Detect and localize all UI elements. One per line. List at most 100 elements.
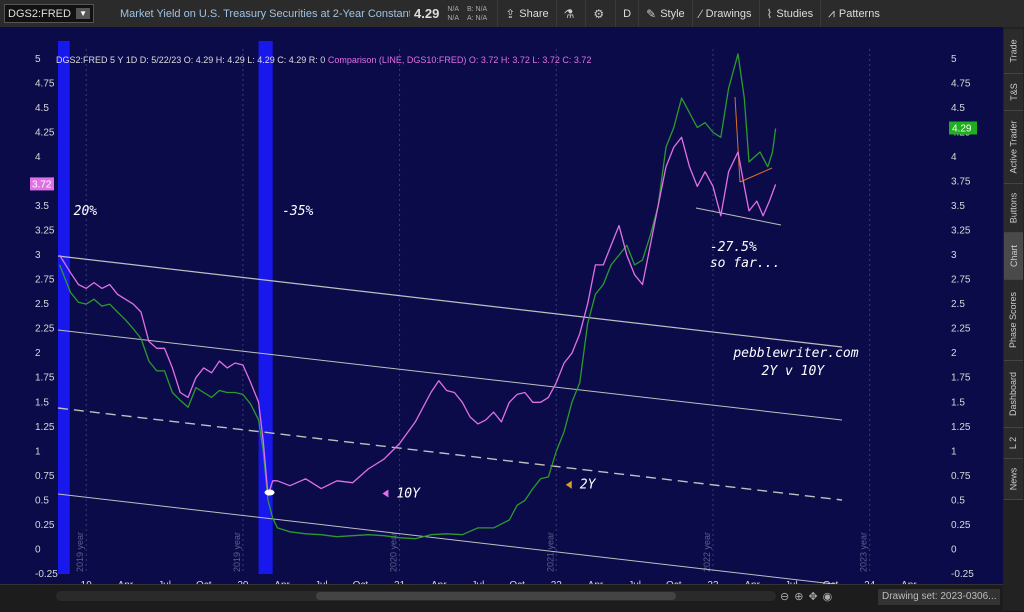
zoom-out-icon[interactable]: ⊖	[780, 591, 795, 603]
trend-line-low[interactable]	[695, 207, 782, 226]
y-tick-left-10: 2.25	[35, 324, 55, 335]
instrument-title: Market Yield on U.S. Treasury Securities…	[120, 7, 410, 20]
y-tick-left-3: 0.5	[35, 495, 49, 506]
y-tick-right-6: 1.25	[951, 422, 971, 433]
year-divider-label-3: 2021 year	[545, 532, 555, 572]
change-pct: N/A	[447, 14, 459, 22]
y-tick-left-4: 0.75	[35, 471, 55, 482]
pencil-icon: ∕	[699, 6, 702, 21]
patterns-button[interactable]: ⩘ Patterns	[820, 0, 887, 27]
recession-band-0	[58, 41, 70, 574]
series-line-10y[interactable]	[59, 136, 777, 497]
tab-chart-label: Chart	[1008, 244, 1019, 268]
tab-phase-scores[interactable]: Phase Scores	[1004, 280, 1023, 361]
legend-main: DGS2:FRED 5 Y 1D D: 5/22/23 O: 4.29 H: 4…	[56, 55, 326, 65]
drawings-button[interactable]: ∕ Drawings	[691, 0, 759, 27]
tab-dashboard[interactable]: Dashboard	[1004, 361, 1023, 428]
toolbar: DGS2:FRED ▼ Market Yield on U.S. Treasur…	[0, 0, 1024, 28]
chart-area[interactable]: 2019 year 2019 year 2020 year 2021 year 2022…	[0, 27, 1003, 591]
aggregation-button[interactable]: D	[615, 0, 638, 27]
bid-value: B: N/A	[466, 5, 488, 13]
tab-news[interactable]: News	[1004, 459, 1023, 500]
bottom-icons: ⊖⊕✥◉	[780, 590, 837, 603]
y-tick-left-2: 0.25	[35, 520, 55, 531]
channel-line-mid[interactable]	[57, 329, 843, 421]
channel-line-upper[interactable]	[57, 255, 843, 348]
chart-svg[interactable]: 2019 year 2019 year 2020 year 2021 year 2022…	[0, 27, 1003, 591]
flask-icon: ⚗	[563, 6, 575, 21]
tab-buttons[interactable]: Buttons	[1004, 184, 1023, 233]
tab-t-and-s[interactable]: T&S	[1004, 74, 1023, 111]
time-scrollbar[interactable]	[56, 591, 776, 601]
zoom-in-icon[interactable]: ⊕	[794, 591, 809, 603]
patterns-icon: ⩘	[828, 6, 835, 20]
camera-icon[interactable]: ◉	[822, 591, 838, 603]
patterns-label: Patterns	[838, 7, 880, 20]
studies-icon: ⌇	[766, 6, 773, 21]
y-tick-right-4: 0.75	[951, 471, 971, 482]
share-icon: ⇪	[505, 6, 516, 21]
annotation-4: pebblewriter.com	[732, 346, 858, 361]
share-button[interactable]: ⇪ Share	[497, 0, 555, 27]
y-tick-left-14: 3.25	[35, 226, 55, 237]
symbol-text: DGS2:FRED	[8, 7, 71, 20]
y-tick-right-19: 4.5	[951, 103, 965, 114]
tab-trade[interactable]: Trade	[1004, 29, 1023, 74]
drawings-label: Drawings	[705, 7, 752, 20]
change-values: N/A N/A	[447, 5, 459, 23]
series-line-2y[interactable]	[58, 53, 777, 540]
year-divider-label-1: 2019 year	[232, 532, 242, 572]
y-tick-right-10: 2.25	[951, 324, 971, 335]
chevron-down-icon[interactable]: ▼	[76, 8, 90, 19]
y-tick-right-1: 0	[951, 544, 957, 555]
y-tick-right-9: 2	[951, 348, 957, 359]
y-tick-right-16: 3.75	[951, 176, 971, 187]
y-tick-left-9: 2	[35, 348, 41, 359]
pan-icon[interactable]: ✥	[808, 591, 823, 603]
y-tick-left-11: 2.5	[35, 299, 49, 310]
y-tick-right-17: 4	[951, 152, 957, 163]
tab-level-2[interactable]: L 2	[1004, 428, 1023, 459]
drawing-set-selector[interactable]: Drawing set: 2023-0306...	[878, 589, 1000, 605]
channel-line-lower[interactable]	[57, 493, 843, 586]
settings-button[interactable]: ⚙	[585, 0, 615, 27]
year-divider-label-0: 2019 year	[75, 532, 85, 572]
ask-value: A: N/A	[466, 14, 488, 22]
bid-ask: B: N/A A: N/A	[467, 5, 487, 23]
channel-line-dashed[interactable]	[57, 407, 843, 501]
tab-dashboard-label: Dashboard	[1008, 371, 1019, 417]
annotation-5: 2Y v 10Y	[762, 364, 826, 379]
tab-l2-label: L 2	[1008, 436, 1019, 450]
tab-buttons-label: Buttons	[1008, 192, 1019, 224]
annotation-7: 2Y	[580, 478, 597, 493]
bottom-bar: ⊖⊕✥◉ Drawing set: 2023-0306...	[0, 584, 1003, 612]
annotation-3: so far...	[710, 256, 780, 271]
symbol-selector[interactable]: DGS2:FRED ▼	[4, 4, 94, 23]
y-tick-right-21: 5	[951, 54, 957, 65]
tab-phase-scores-label: Phase Scores	[1008, 291, 1019, 349]
chart-legend: DGS2:FRED 5 Y 1D D: 5/22/23 O: 4.29 H: 4…	[56, 55, 591, 68]
tab-news-label: News	[1008, 467, 1019, 491]
annotation-0: 20%	[74, 204, 98, 219]
trend-line-2y-a[interactable]	[734, 96, 741, 183]
flask-button[interactable]: ⚗	[555, 0, 586, 27]
year-divider-label-5: 2023 year	[859, 532, 869, 572]
y-tick-right-11: 2.5	[951, 299, 965, 310]
last-value-badge-10y-bg	[30, 177, 54, 191]
style-button[interactable]: ✎ Style	[638, 0, 692, 27]
y-tick-left-8: 1.75	[35, 373, 55, 384]
annotation-6: 10Y	[396, 487, 421, 502]
studies-button[interactable]: ⌇ Studies	[758, 0, 821, 27]
annotation-arrow-7	[565, 480, 572, 489]
style-label: Style	[660, 7, 685, 20]
tab-chart[interactable]: Chart	[1004, 233, 1023, 280]
tab-active-trader[interactable]: Active Trader	[1004, 111, 1023, 184]
trend-line-2y-b[interactable]	[739, 167, 773, 183]
scrollbar-thumb[interactable]	[316, 592, 676, 600]
y-tick-left-7: 1.5	[35, 397, 49, 408]
right-side-tabs: Trade T&S Active Trader Buttons Chart Ph…	[1003, 27, 1024, 611]
year-divider-label-2: 2020 year	[389, 532, 399, 572]
y-tick-left-21: 5	[35, 54, 41, 65]
year-divider-label-4: 2022 year	[702, 532, 712, 572]
marker-dot	[264, 489, 275, 496]
